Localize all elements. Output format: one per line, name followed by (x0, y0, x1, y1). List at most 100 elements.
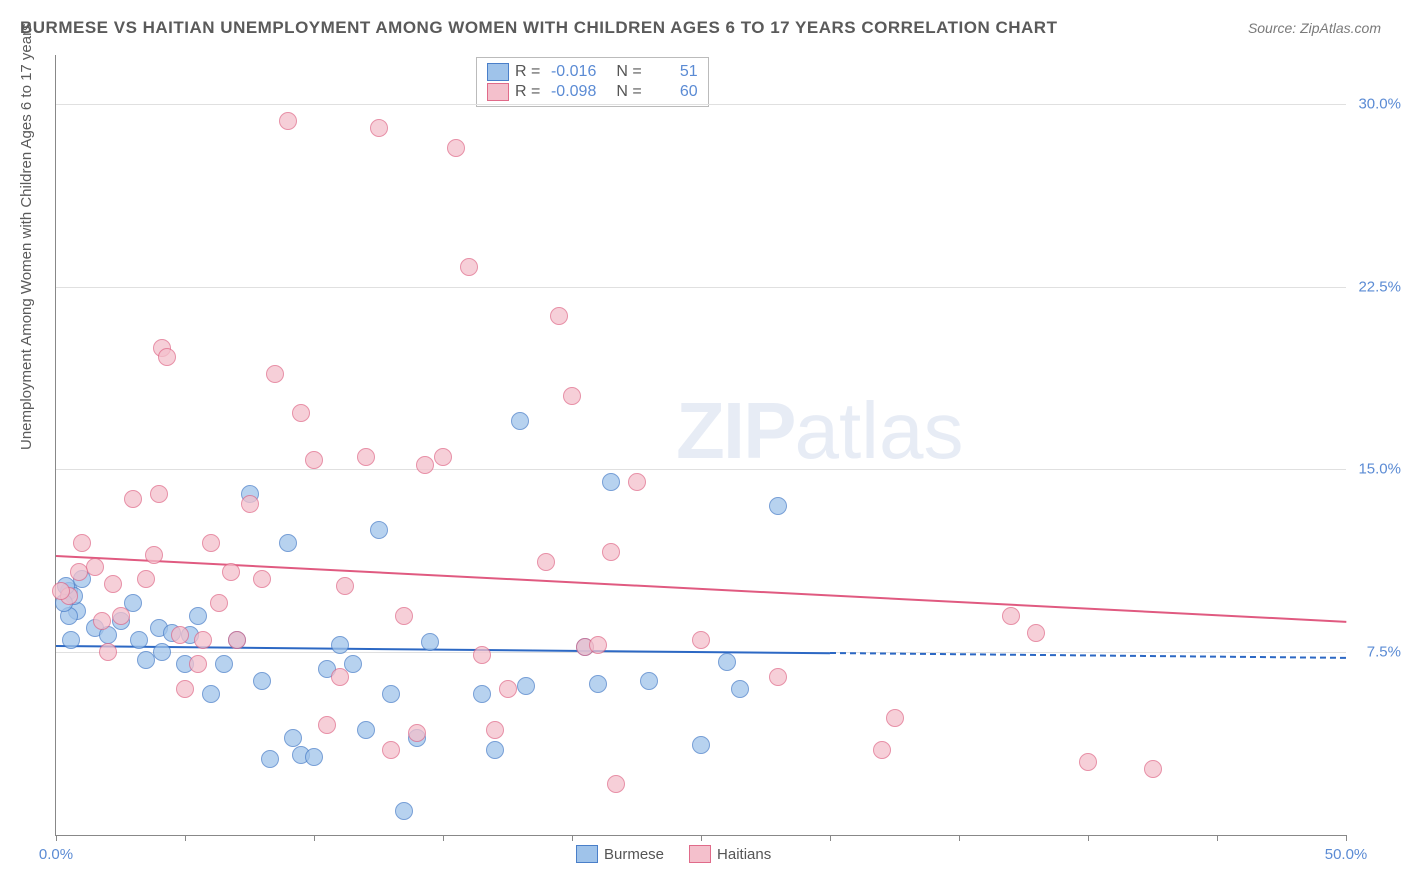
data-point (176, 680, 194, 698)
data-point (537, 553, 555, 571)
data-point (318, 716, 336, 734)
data-point (194, 631, 212, 649)
r-label: R = (515, 63, 540, 81)
data-point (1002, 607, 1020, 625)
data-point (104, 575, 122, 593)
data-point (473, 685, 491, 703)
n-value-haitians: 60 (648, 83, 698, 101)
data-point (370, 119, 388, 137)
x-tick (56, 835, 57, 841)
data-point (434, 448, 452, 466)
data-point (563, 387, 581, 405)
data-point (602, 473, 620, 491)
watermark-atlas: atlas (794, 386, 963, 475)
data-point (886, 709, 904, 727)
data-point (189, 655, 207, 673)
x-tick (572, 835, 573, 841)
data-point (153, 643, 171, 661)
trend-line (56, 555, 1346, 623)
data-point (336, 577, 354, 595)
legend-label-burmese: Burmese (604, 846, 664, 863)
data-point (130, 631, 148, 649)
x-tick (959, 835, 960, 841)
data-point (150, 485, 168, 503)
data-point (158, 348, 176, 366)
data-point (589, 675, 607, 693)
n-label: N = (616, 83, 641, 101)
data-point (331, 668, 349, 686)
correlation-legend: R = -0.016 N = 51 R = -0.098 N = 60 (476, 57, 709, 107)
data-point (460, 258, 478, 276)
data-point (1144, 760, 1162, 778)
watermark-zip: ZIP (676, 386, 794, 475)
swatch-haitians-icon (689, 845, 711, 863)
data-point (1027, 624, 1045, 642)
data-point (382, 741, 400, 759)
data-point (292, 404, 310, 422)
data-point (210, 594, 228, 612)
data-point (769, 497, 787, 515)
data-point (145, 546, 163, 564)
swatch-haitians (487, 83, 509, 101)
legend-item-haitians: Haitians (689, 845, 771, 863)
data-point (52, 582, 70, 600)
data-point (447, 139, 465, 157)
gridline (56, 287, 1346, 288)
x-tick-label: 50.0% (1325, 846, 1368, 863)
data-point (607, 775, 625, 793)
data-point (550, 307, 568, 325)
data-point (486, 741, 504, 759)
watermark: ZIPatlas (676, 385, 963, 477)
legend-label-haitians: Haitians (717, 846, 771, 863)
y-tick-label: 15.0% (1351, 461, 1401, 478)
data-point (124, 490, 142, 508)
data-point (202, 534, 220, 552)
data-point (731, 680, 749, 698)
swatch-burmese-icon (576, 845, 598, 863)
legend-row-haitians: R = -0.098 N = 60 (487, 82, 698, 102)
data-point (589, 636, 607, 654)
data-point (171, 626, 189, 644)
data-point (408, 724, 426, 742)
x-tick (1346, 835, 1347, 841)
x-tick (185, 835, 186, 841)
gridline (56, 104, 1346, 105)
r-label: R = (515, 83, 540, 101)
x-tick (1088, 835, 1089, 841)
x-tick (830, 835, 831, 841)
data-point (517, 677, 535, 695)
chart-title: BURMESE VS HAITIAN UNEMPLOYMENT AMONG WO… (20, 18, 1057, 38)
data-point (137, 570, 155, 588)
data-point (86, 558, 104, 576)
data-point (228, 631, 246, 649)
data-point (222, 563, 240, 581)
data-point (305, 748, 323, 766)
source-attribution: Source: ZipAtlas.com (1248, 20, 1381, 36)
y-axis-label: Unemployment Among Women with Children A… (18, 23, 35, 450)
data-point (305, 451, 323, 469)
data-point (602, 543, 620, 561)
n-label: N = (616, 63, 641, 81)
data-point (279, 112, 297, 130)
data-point (279, 534, 297, 552)
data-point (873, 741, 891, 759)
series-legend: Burmese Haitians (576, 845, 771, 863)
r-value-burmese: -0.016 (546, 63, 596, 81)
y-tick-label: 7.5% (1351, 644, 1401, 661)
data-point (692, 631, 710, 649)
legend-row-burmese: R = -0.016 N = 51 (487, 62, 698, 82)
data-point (331, 636, 349, 654)
x-tick (701, 835, 702, 841)
data-point (511, 412, 529, 430)
data-point (395, 607, 413, 625)
x-tick (1217, 835, 1218, 841)
data-point (395, 802, 413, 820)
x-tick (314, 835, 315, 841)
data-point (628, 473, 646, 491)
data-point (416, 456, 434, 474)
data-point (499, 680, 517, 698)
data-point (357, 721, 375, 739)
y-tick-label: 30.0% (1351, 95, 1401, 112)
data-point (473, 646, 491, 664)
x-tick (443, 835, 444, 841)
